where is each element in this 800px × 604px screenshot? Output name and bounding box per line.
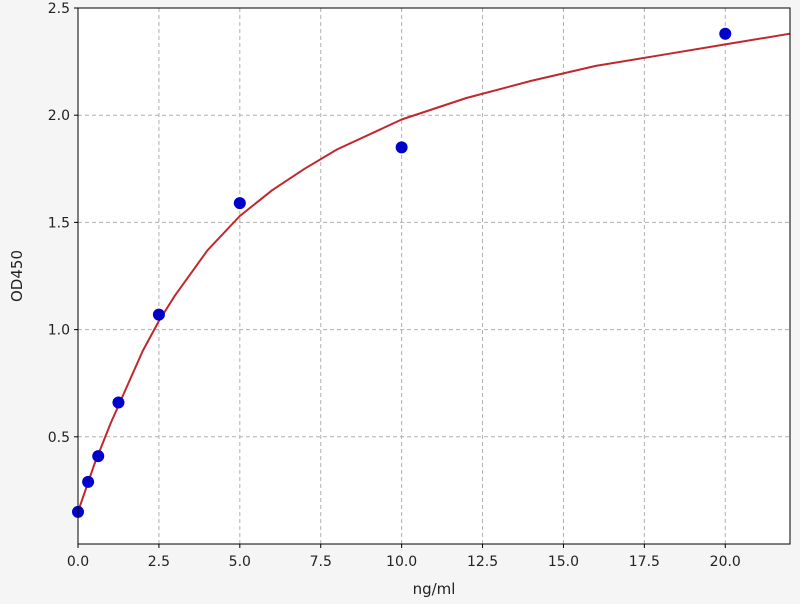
x-tick-label: 2.5 bbox=[148, 554, 170, 570]
x-tick-label: 7.5 bbox=[310, 554, 332, 570]
y-tick-label: 1.5 bbox=[48, 215, 70, 231]
x-tick-label: 0.0 bbox=[67, 554, 89, 570]
plot-frame bbox=[77, 7, 791, 545]
x-tick-label: 5.0 bbox=[229, 554, 251, 570]
fit-curve bbox=[77, 32, 791, 513]
x-tick-label: 20.0 bbox=[710, 554, 741, 570]
data-point bbox=[719, 27, 732, 40]
x-tick-label: 10.0 bbox=[386, 554, 417, 570]
y-axis-label: OD450 bbox=[8, 250, 26, 302]
x-tick-label: 15.0 bbox=[548, 554, 579, 570]
y-tick-label: 1.0 bbox=[48, 323, 70, 339]
y-tick-label: 0.5 bbox=[48, 430, 70, 446]
x-axis-label: ng/ml bbox=[413, 580, 456, 598]
y-tick-label: 2.0 bbox=[48, 108, 70, 124]
data-point bbox=[112, 396, 125, 409]
data-point bbox=[92, 450, 105, 463]
data-point bbox=[152, 308, 165, 321]
data-points bbox=[72, 27, 732, 518]
fit-curve-line bbox=[77, 32, 791, 513]
x-tick-label: 17.5 bbox=[629, 554, 660, 570]
data-point bbox=[233, 197, 246, 210]
y-axis-ticks: 0.5 1.0 1.5 2.0 2.5 bbox=[48, 1, 78, 446]
data-point bbox=[82, 475, 95, 488]
x-axis-ticks: 0.0 2.5 5.0 7.5 10.0 12.5 15.0 17.5 20.0 bbox=[67, 544, 741, 570]
grid bbox=[78, 8, 790, 544]
y-tick-label: 2.5 bbox=[48, 1, 70, 17]
plot-area bbox=[78, 8, 790, 544]
data-point bbox=[395, 141, 408, 154]
x-tick-label: 12.5 bbox=[467, 554, 498, 570]
